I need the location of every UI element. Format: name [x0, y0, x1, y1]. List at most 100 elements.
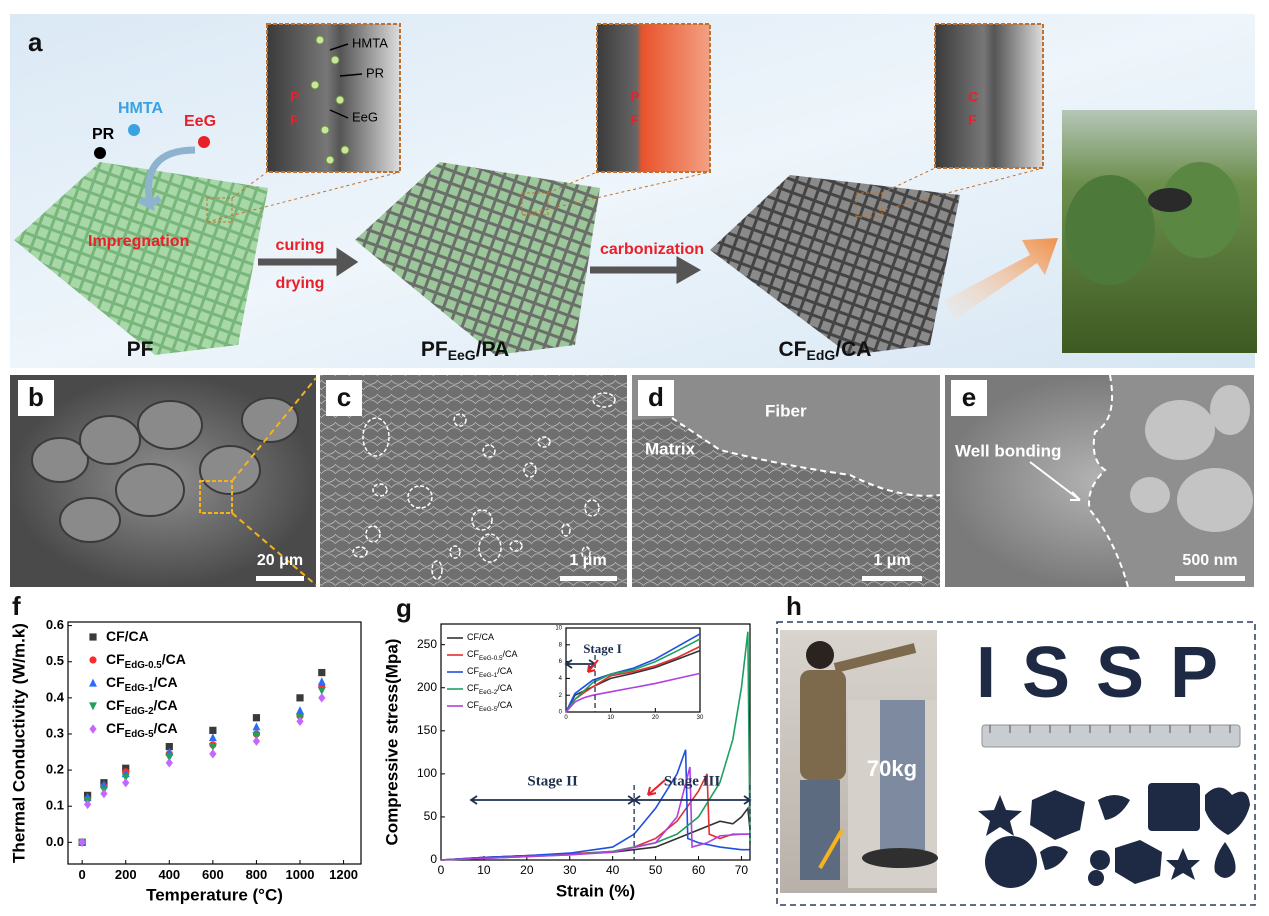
label-subscript: EeG: [448, 347, 476, 363]
y-tick-label: 0.3: [46, 725, 64, 740]
x-axis-title: Strain (%): [556, 881, 635, 900]
y-tick-label: 0.5: [46, 653, 64, 668]
data-point: [317, 677, 326, 686]
data-point: [252, 732, 261, 741]
pointer: [818, 828, 844, 870]
pore-outlines: [352, 392, 616, 580]
sample-shapes: [978, 783, 1250, 888]
stage-label: PFEeG/PA: [421, 338, 509, 363]
stage-arrow: [632, 795, 752, 805]
panel-label: h: [786, 591, 802, 621]
inset-letter: F: [968, 112, 977, 128]
fiber-surface: [632, 375, 940, 496]
leaf: [1065, 175, 1155, 285]
matrix-particles: [1130, 385, 1253, 532]
x-tick-label: 1200: [329, 867, 358, 882]
panel-b: b 20 μm: [10, 375, 317, 587]
label-part: CF: [106, 720, 125, 736]
x-tick-label: 40: [606, 863, 620, 877]
y-tick-label: 50: [424, 809, 438, 823]
legend-label: CFEdG-5/CA: [106, 720, 178, 740]
legend-label: CFEeG-2/CA: [467, 683, 512, 695]
data-point: [252, 714, 261, 722]
stage-label: CFEdG/CA: [779, 338, 872, 363]
data-point: [165, 753, 174, 762]
process-label: carbonization: [600, 241, 704, 258]
label-part: CF: [467, 683, 479, 693]
process-label: drying: [276, 275, 325, 292]
stage-label: Stage III: [664, 773, 720, 789]
load-label: 70kg: [867, 756, 917, 781]
x-tick-label: 800: [246, 867, 268, 882]
x-tick-label: 0: [79, 867, 86, 882]
y-axis-title: Compressive stress(Mpa): [382, 639, 401, 846]
process-label: Impregnation: [88, 233, 189, 250]
aerogel-sample: [862, 848, 938, 868]
label-part: EdG-2: [125, 705, 154, 716]
data-point: [296, 706, 304, 715]
pointer: [329, 43, 363, 119]
reagent-dot: [94, 147, 106, 159]
data-point: [209, 749, 217, 759]
data-line: [565, 649, 701, 713]
x-tick-label: 50: [649, 863, 663, 877]
data-point: [317, 687, 326, 695]
x-tick-label: 10: [477, 863, 491, 877]
person-arm: [833, 643, 917, 673]
label-box: [951, 380, 987, 416]
label-part: /CA: [154, 697, 178, 713]
y-tick-label: 0: [430, 852, 437, 866]
zoom-box: [521, 192, 549, 216]
process-arrow: [258, 247, 359, 277]
label-part: /PA: [476, 338, 509, 361]
interface-line: [671, 417, 941, 497]
x-tick-label: 30: [697, 715, 704, 721]
data-point: [99, 780, 108, 789]
label-part: CF: [467, 649, 479, 659]
data-point: [165, 747, 174, 756]
pointer: [647, 779, 666, 796]
data-point: [165, 758, 173, 768]
label-box: [638, 380, 674, 416]
legend-label: CFEdG-2/CA: [106, 697, 178, 717]
legend-label: CF/CA: [467, 632, 494, 642]
label-part: CF: [106, 674, 125, 690]
leaf: [1160, 162, 1240, 258]
x-tick-label: 0: [564, 715, 568, 721]
legend-label: CF/CA: [106, 628, 149, 644]
panel-h: h 70kg ISSP: [776, 591, 1256, 906]
panel-label: d: [648, 382, 664, 412]
legend-label: CFEdG-0.5/CA: [106, 651, 186, 671]
x-tick-label: 20: [520, 863, 534, 877]
sem-image: [320, 375, 627, 587]
label-part: /CA: [497, 683, 512, 693]
label-part: /CA: [497, 700, 512, 710]
y-tick-label: 6: [559, 659, 563, 665]
panel-frame: [776, 621, 1256, 906]
ruler-ticks: [989, 725, 1231, 733]
legend-swatch: [89, 724, 97, 734]
label-part: CF/CA: [467, 632, 494, 642]
x-tick-label: 200: [115, 867, 137, 882]
legend-swatch: [89, 678, 97, 687]
process-label: curing: [276, 237, 325, 254]
label-subscript: EdG: [807, 347, 836, 363]
legend-swatch: [89, 702, 97, 711]
x-tick-label: 1000: [286, 867, 315, 882]
inset-label: HMTA: [352, 35, 388, 50]
label-part: CF: [106, 651, 125, 667]
scale-bar: [560, 576, 617, 581]
interface-line: [1088, 374, 1129, 588]
data-point: [165, 743, 173, 751]
data-point: [121, 773, 130, 782]
x-tick-label: 10: [607, 715, 614, 721]
label-part: EeG-0.5: [479, 655, 503, 662]
inset-letter: F: [290, 112, 299, 128]
panel-label: c: [337, 382, 351, 412]
reagent-label: PR: [92, 126, 115, 143]
y-tick-label: 0.6: [46, 617, 64, 632]
scale-label: 1 μm: [569, 552, 606, 569]
data-line: [565, 672, 701, 713]
sample-letters: ISSP: [976, 633, 1244, 713]
panel-label: a: [28, 27, 43, 57]
